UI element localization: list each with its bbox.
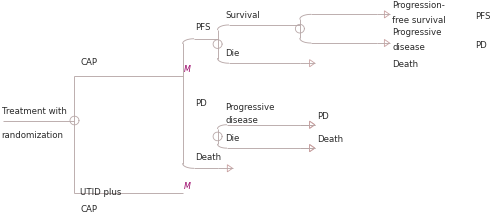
- Text: Survival: Survival: [225, 11, 260, 20]
- Text: M: M: [184, 182, 190, 191]
- Text: Progressive: Progressive: [392, 28, 442, 37]
- Text: M: M: [184, 65, 190, 74]
- Text: PFS: PFS: [195, 23, 210, 32]
- Text: CAP: CAP: [80, 205, 98, 214]
- Text: PFS: PFS: [476, 12, 491, 21]
- Text: Death: Death: [318, 135, 344, 144]
- Text: Treatment with: Treatment with: [2, 107, 66, 116]
- Text: CAP: CAP: [80, 58, 98, 67]
- Text: PD: PD: [318, 112, 329, 120]
- Text: Progression-: Progression-: [392, 1, 445, 10]
- Text: free survival: free survival: [392, 16, 446, 25]
- Text: disease: disease: [392, 42, 425, 51]
- Text: Progressive: Progressive: [225, 103, 274, 112]
- Text: Die: Die: [225, 134, 240, 143]
- Text: Die: Die: [225, 49, 240, 58]
- Text: Death: Death: [195, 153, 222, 162]
- Text: Death: Death: [392, 59, 418, 69]
- Text: randomization: randomization: [2, 131, 64, 140]
- Text: UTID plus: UTID plus: [80, 188, 122, 197]
- Text: disease: disease: [225, 116, 258, 125]
- Text: PD: PD: [476, 41, 487, 50]
- Text: PD: PD: [195, 99, 207, 108]
